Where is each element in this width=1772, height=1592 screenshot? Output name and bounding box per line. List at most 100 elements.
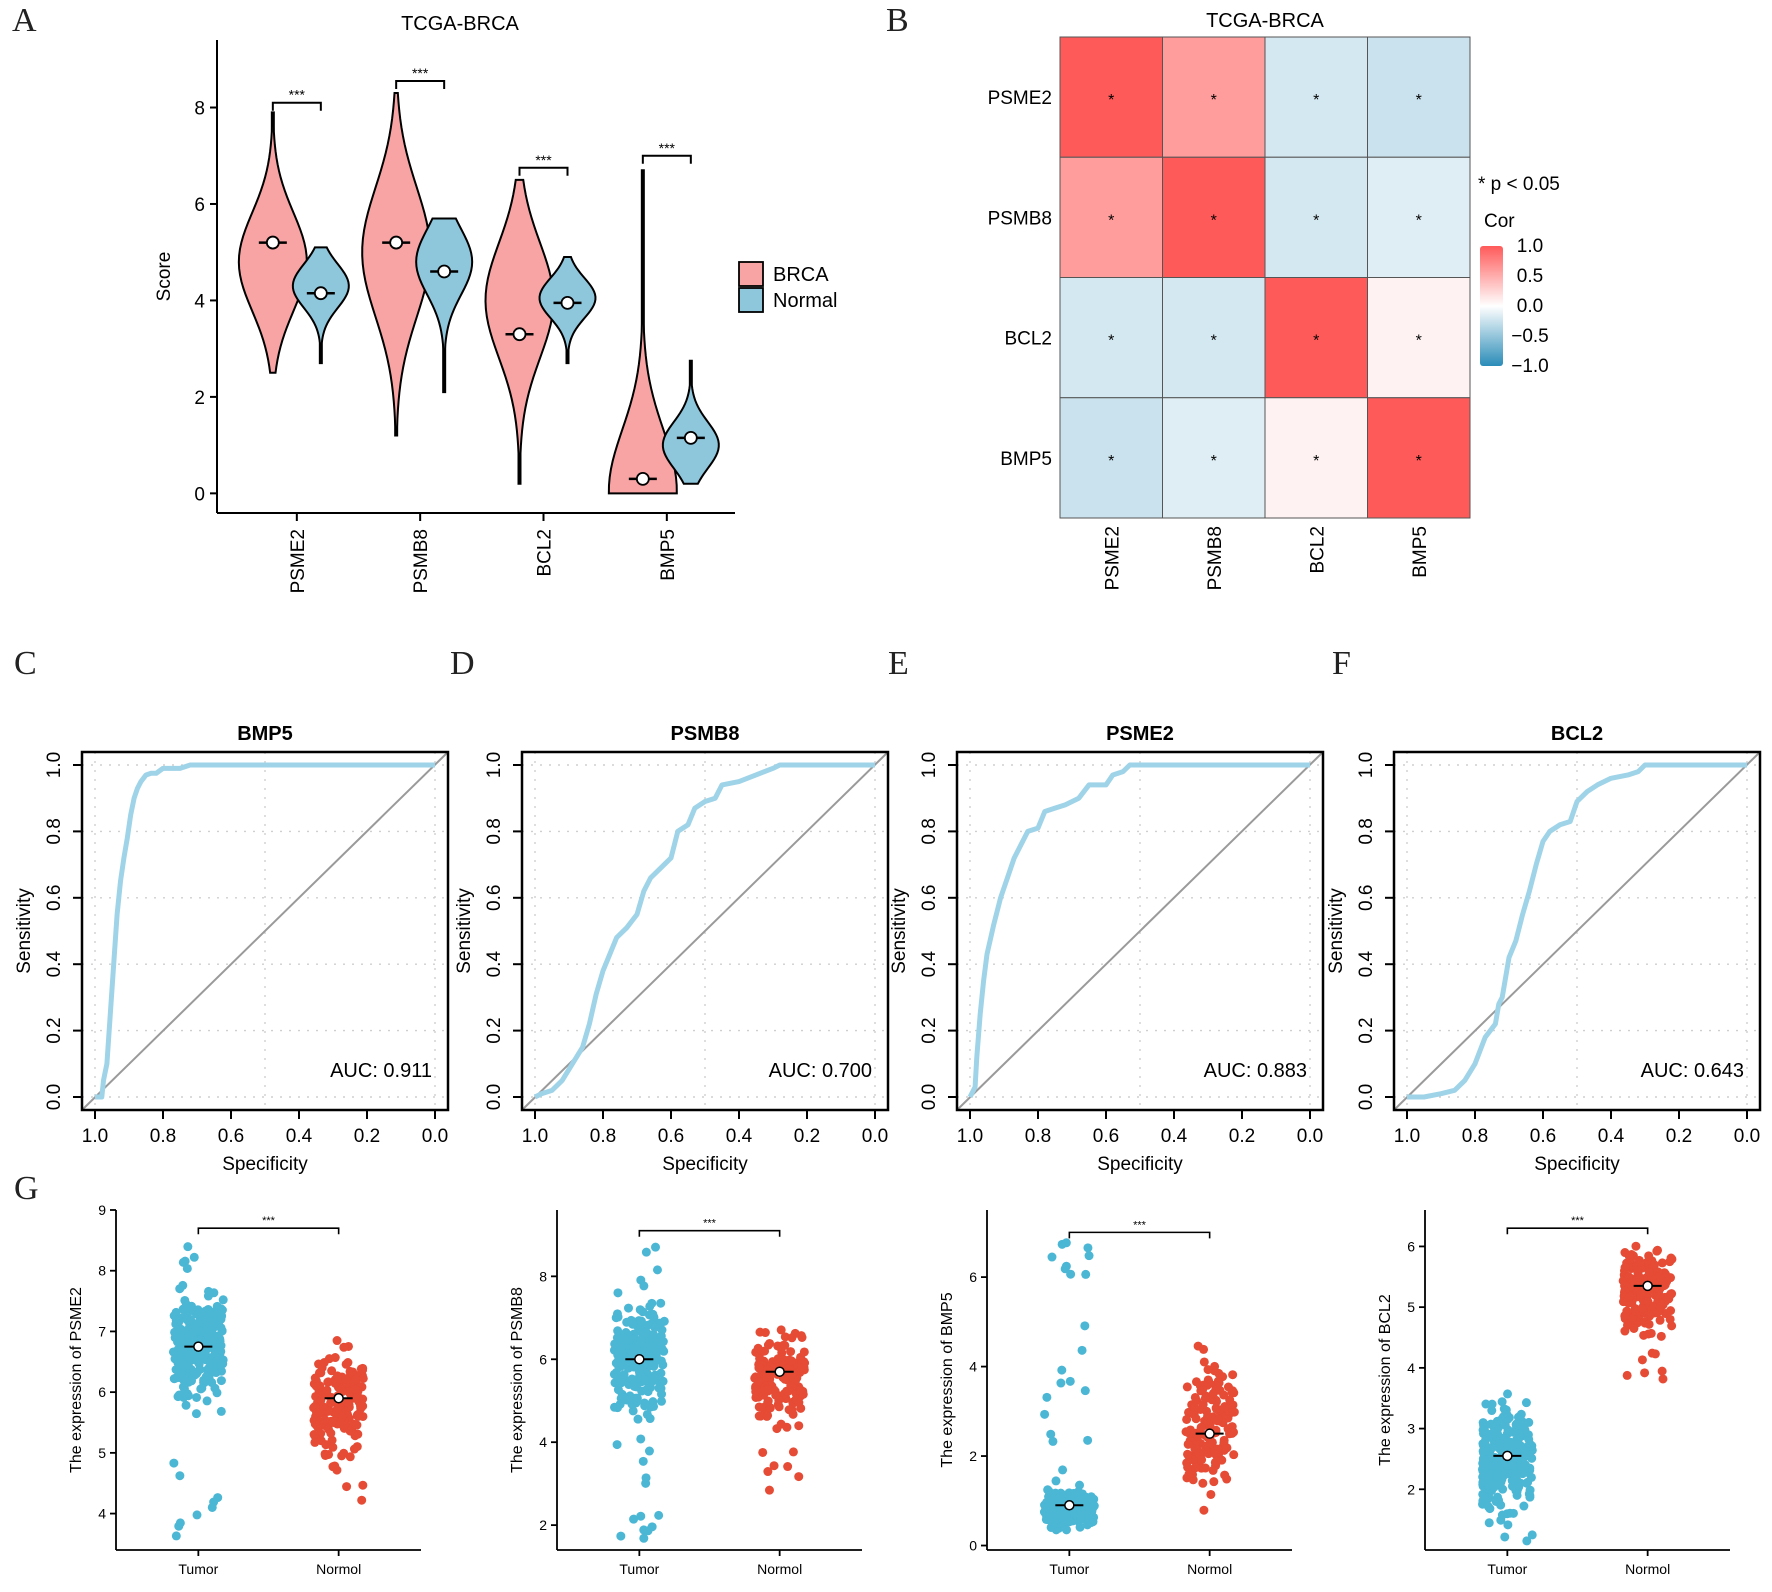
y-tick-label: 0.6 [484, 885, 505, 911]
data-point [345, 1426, 355, 1436]
data-point [650, 1322, 660, 1332]
data-point [352, 1442, 362, 1452]
data-point [751, 1387, 761, 1397]
data-point [1620, 1263, 1630, 1273]
data-point [753, 1377, 763, 1387]
x-tick-label: Tumor [619, 1561, 659, 1577]
data-point [1190, 1402, 1200, 1412]
data-point [1630, 1279, 1640, 1289]
data-point [309, 1430, 319, 1440]
data-point [185, 1337, 195, 1347]
x-tick-label: 0.2 [1229, 1126, 1255, 1147]
data-point [217, 1326, 227, 1336]
data-point [1066, 1492, 1076, 1502]
data-point [1657, 1366, 1667, 1376]
strip-chart-2: 0 2 4 6 The expression of BMP5 Tumor Normol *** [939, 1210, 1292, 1577]
x-axis-label: Specificity [662, 1154, 748, 1175]
data-point [1183, 1462, 1193, 1472]
data-point [1479, 1491, 1489, 1501]
heatmap-cell [1264, 277, 1368, 399]
chart-title: PSME2 [1106, 723, 1174, 745]
data-point [1645, 1311, 1655, 1321]
col-label: BMP5 [1410, 526, 1431, 578]
y-tick-label: 0.4 [919, 951, 940, 978]
data-point [1484, 1518, 1494, 1528]
data-point [797, 1333, 807, 1343]
significance-label: *** [535, 152, 552, 168]
y-tick-label: 4 [194, 291, 205, 312]
y-tick-label: 6 [194, 195, 205, 216]
y-tick-label: 4 [98, 1506, 106, 1522]
data-point [636, 1511, 646, 1521]
x-axis-label: Specificity [1534, 1154, 1620, 1175]
auc-label: AUC: 0.700 [769, 1060, 872, 1082]
y-tick-label: 0.8 [1356, 818, 1377, 844]
x-tick-label: 0.6 [1530, 1126, 1556, 1147]
data-point [1492, 1471, 1502, 1481]
y-tick-label: 0.4 [44, 951, 65, 978]
y-tick-label: 0.6 [44, 885, 65, 911]
x-tick-label: 0.4 [286, 1126, 313, 1147]
y-axis-label: Sensitivity [454, 888, 475, 974]
y-tick-label: 2 [969, 1448, 977, 1464]
data-point [786, 1381, 796, 1391]
cell-significance: * [1313, 333, 1319, 350]
chart-title: TCGA-BRCA [1206, 10, 1324, 32]
data-point [638, 1456, 648, 1466]
cell-significance: * [1211, 92, 1217, 109]
data-point [1048, 1436, 1058, 1446]
data-point [639, 1398, 649, 1408]
heatmap-cell [1059, 397, 1163, 519]
data-point [641, 1247, 651, 1257]
data-point [650, 1373, 660, 1383]
y-tick-label: 1.0 [484, 752, 505, 778]
data-point [1084, 1251, 1094, 1261]
data-point [640, 1376, 650, 1386]
data-point [350, 1384, 360, 1394]
data-point [783, 1462, 793, 1472]
y-tick-label: 0.8 [44, 818, 65, 844]
data-point [1061, 1261, 1071, 1271]
y-tick-label: 0.4 [1356, 951, 1377, 978]
data-point [1522, 1536, 1532, 1546]
mean-point [634, 1354, 645, 1365]
data-point [645, 1361, 655, 1371]
data-point [1652, 1246, 1662, 1256]
data-point [1629, 1323, 1639, 1333]
data-point [647, 1399, 657, 1409]
data-point [1646, 1328, 1656, 1338]
mean-point [1064, 1500, 1075, 1511]
data-point [1639, 1330, 1649, 1340]
data-point [1503, 1441, 1513, 1451]
data-point [320, 1415, 330, 1425]
y-tick-label: 0.4 [484, 951, 505, 978]
data-point [1503, 1520, 1513, 1530]
data-point [318, 1402, 328, 1412]
data-point [311, 1381, 321, 1391]
x-tick-label: 0.6 [218, 1126, 244, 1147]
data-point [192, 1392, 202, 1402]
col-label: BCL2 [1307, 526, 1328, 574]
data-point [658, 1360, 668, 1370]
cell-significance: * [1211, 212, 1217, 229]
y-tick-label: 0.6 [919, 885, 940, 911]
plot-frame [80, 750, 450, 1112]
data-point [780, 1332, 790, 1342]
x-axis-label: Specificity [1097, 1154, 1183, 1175]
data-point [1040, 1409, 1050, 1419]
data-point [627, 1374, 637, 1384]
heatmap-cell [1059, 277, 1163, 399]
data-point [211, 1368, 221, 1378]
col-label: PSME2 [1102, 526, 1123, 590]
data-point [1644, 1267, 1654, 1277]
data-point [1056, 1378, 1066, 1388]
data-point [758, 1447, 768, 1457]
roc-chart-psme2: PSME2 1.0 0.8 0.6 0.4 0.2 0.0 0.0 0.2 0.4 0.6 0.8 1.… [889, 723, 1325, 1175]
data-point [1525, 1492, 1535, 1502]
roc-curve [95, 762, 435, 1100]
panel-label-d: D [450, 645, 475, 682]
roc-chart-bcl2: BCL2 1.0 0.8 0.6 0.4 0.2 0.0 0.0 0.2 0.4 0.6 0.8 1.0… [1326, 723, 1762, 1175]
x-tick-label: 1.0 [522, 1126, 548, 1147]
data-point [1527, 1530, 1537, 1540]
